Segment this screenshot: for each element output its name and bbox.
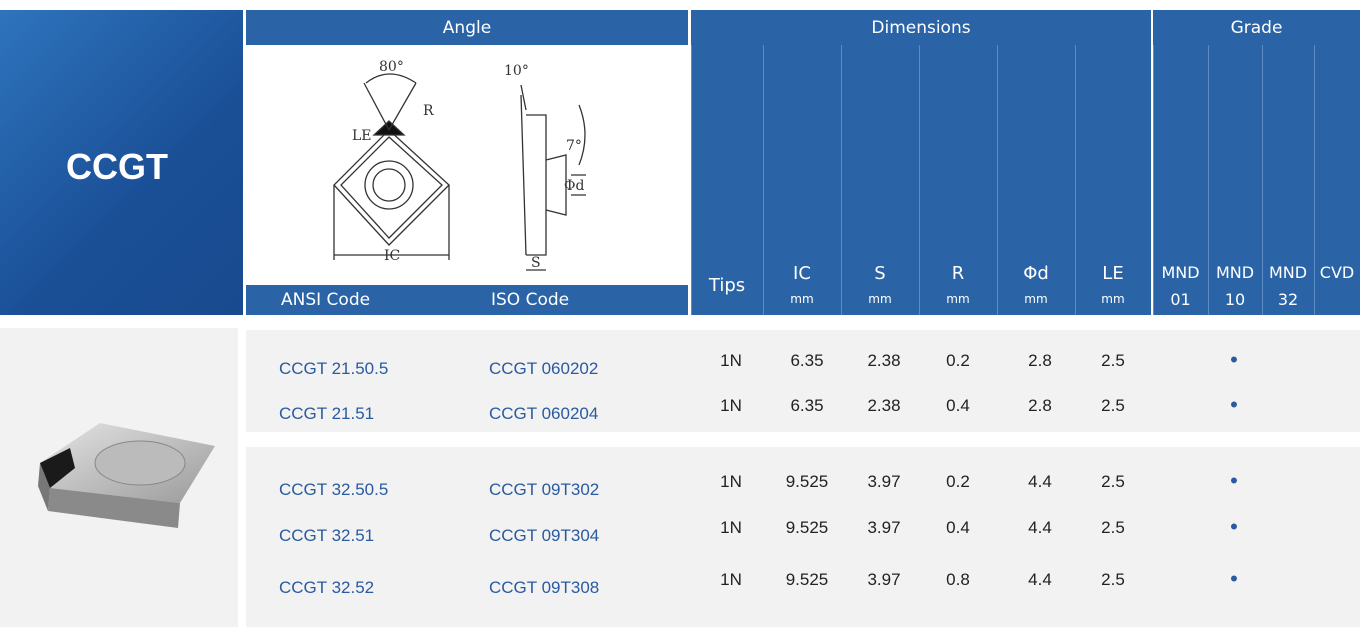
dimension-value: 3.97	[844, 570, 924, 590]
column-sub: 10	[1208, 290, 1262, 309]
diagram-label: 7°	[566, 138, 582, 154]
grade-dot: •	[1194, 566, 1274, 592]
ansi-code: CCGT 21.50.5	[279, 359, 388, 379]
diagram-label: LE	[352, 128, 372, 144]
diagram-label: R	[423, 103, 434, 119]
dimension-value: 2.8	[1000, 396, 1080, 416]
dimension-value: 3.97	[844, 472, 924, 492]
dimension-value: 2.5	[1073, 518, 1153, 538]
product-panel: CCGT	[0, 10, 243, 315]
grade-dot: •	[1194, 347, 1274, 373]
dimension-value: 4.4	[1000, 472, 1080, 492]
dimension-value: 2.5	[1073, 351, 1153, 371]
diagram-label: S	[531, 255, 541, 271]
dimension-value: 1N	[691, 518, 771, 538]
dimension-value: 0.2	[918, 472, 998, 492]
page: CCGT Angle 80° R LE IC 10° 7° Φd S ANSI …	[0, 0, 1360, 627]
column-label: CVD	[1314, 263, 1360, 282]
column-label: MND	[1262, 263, 1314, 282]
dimension-value: 1N	[691, 351, 771, 371]
angle-header: Angle	[246, 10, 688, 45]
dimension-value: 2.5	[1073, 472, 1153, 492]
dimensions-header: Dimensions	[691, 10, 1151, 45]
dimension-value: 6.35	[767, 396, 847, 416]
grade-dot: •	[1194, 468, 1274, 494]
column-sub: 01	[1153, 290, 1208, 309]
iso-code: CCGT 09T304	[489, 526, 599, 546]
insert-top	[334, 130, 449, 245]
dimension-value: 2.5	[1073, 396, 1153, 416]
diagram-label: IC	[384, 248, 400, 264]
dimension-value: 2.38	[844, 351, 924, 371]
dimension-value: 2.38	[844, 396, 924, 416]
column-sub: mm	[919, 292, 997, 306]
dimension-value: 2.8	[1000, 351, 1080, 371]
tip	[374, 121, 404, 135]
hole	[373, 169, 405, 201]
diagram-label: 80°	[379, 59, 404, 75]
ansi-code: CCGT 21.51	[279, 404, 374, 424]
dimension-value: 0.2	[918, 351, 998, 371]
diagram-svg: 80° R LE IC 10° 7° Φd S	[246, 45, 688, 285]
grade-header: Grade	[1153, 10, 1360, 45]
insert-photo	[0, 328, 238, 627]
ansi-code: CCGT 32.50.5	[279, 480, 388, 500]
iso-header: ISO Code	[491, 290, 569, 310]
dimension-value: 9.525	[767, 570, 847, 590]
diagram-label: 10°	[504, 63, 529, 79]
column-sub: mm	[1075, 292, 1151, 306]
dimension-value: 0.4	[918, 518, 998, 538]
grade-dot: •	[1194, 392, 1274, 418]
column-label: R	[919, 263, 997, 284]
group-bg	[246, 330, 1360, 432]
dimension-value: 6.35	[767, 351, 847, 371]
iso-code: CCGT 060204	[489, 404, 598, 424]
column-label: Φd	[997, 263, 1075, 284]
dimension-value: 4.4	[1000, 570, 1080, 590]
dimension-value: 1N	[691, 472, 771, 492]
column-label: Tips	[691, 275, 763, 296]
iso-code: CCGT 09T302	[489, 480, 599, 500]
dimension-value: 1N	[691, 396, 771, 416]
hole	[365, 161, 413, 209]
column-label: MND	[1208, 263, 1262, 282]
code-header: ANSI Code ISO Code	[246, 285, 688, 315]
iso-code: CCGT 060202	[489, 359, 598, 379]
ansi-code: CCGT 32.51	[279, 526, 374, 546]
dimension-value: 2.5	[1073, 570, 1153, 590]
column-label: IC	[763, 263, 841, 284]
dimension-value: 9.525	[767, 472, 847, 492]
ansi-code: CCGT 32.52	[279, 578, 374, 598]
dimension-value: 4.4	[1000, 518, 1080, 538]
diagram-label: Φd	[564, 178, 584, 194]
grade-dot: •	[1194, 514, 1274, 540]
dimension-value: 9.525	[767, 518, 847, 538]
ansi-header: ANSI Code	[281, 290, 370, 310]
insert-hole	[95, 441, 185, 485]
dimension-value: 0.4	[918, 396, 998, 416]
iso-code: CCGT 09T308	[489, 578, 599, 598]
column-sub: mm	[997, 292, 1075, 306]
dimension-value: 1N	[691, 570, 771, 590]
column-label: MND	[1153, 263, 1208, 282]
diagram: 80° R LE IC 10° 7° Φd S	[246, 45, 688, 285]
column-sub: mm	[763, 292, 841, 306]
photo-panel	[0, 328, 238, 627]
column-label: LE	[1075, 263, 1151, 284]
insert-inner	[341, 137, 442, 238]
column-sub: mm	[841, 292, 919, 306]
dimension-value: 0.8	[918, 570, 998, 590]
column-label: S	[841, 263, 919, 284]
dimension-value: 3.97	[844, 518, 924, 538]
product-title: CCGT	[66, 146, 168, 188]
column-sub: 32	[1262, 290, 1314, 309]
